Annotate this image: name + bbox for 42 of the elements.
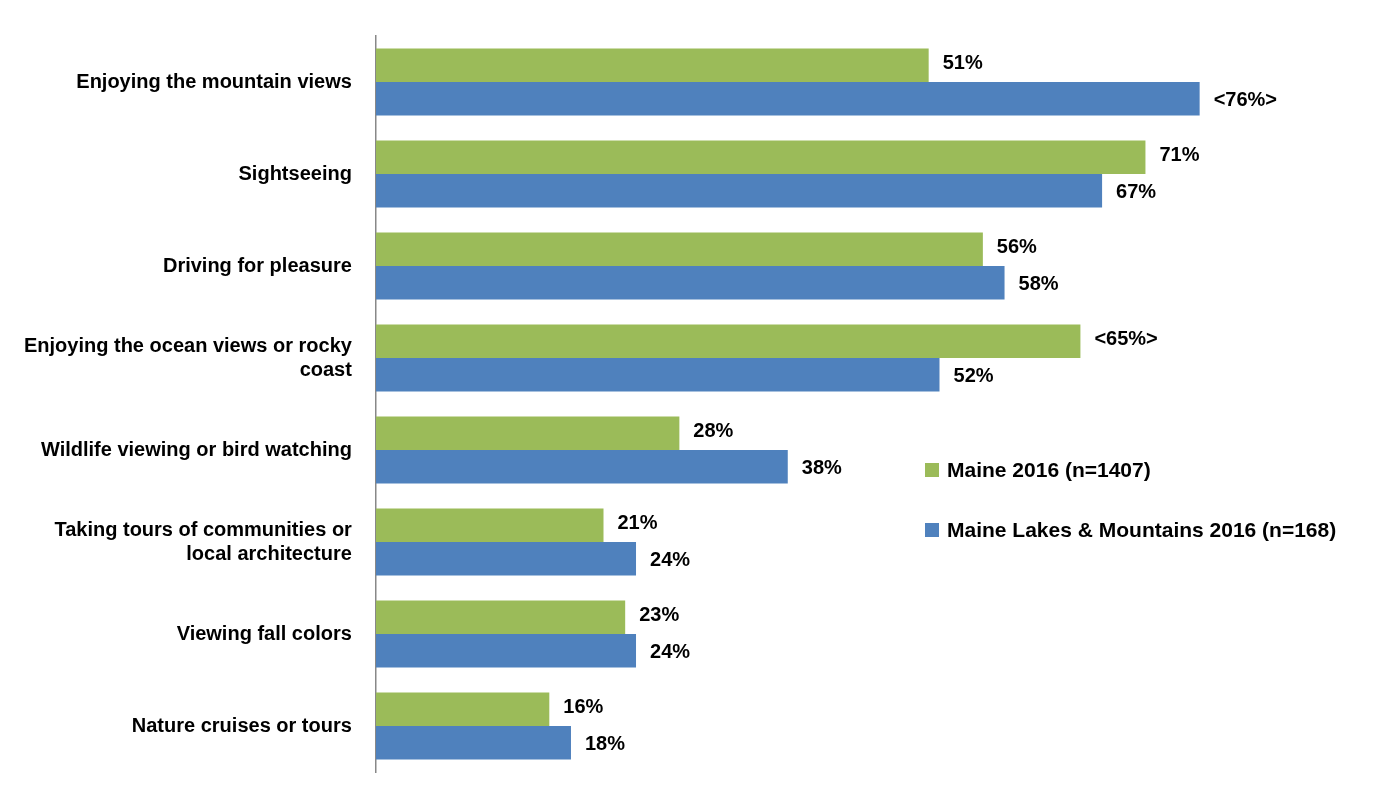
y-tick-label: Wildlife viewing or bird watching (40, 437, 352, 460)
bar (375, 634, 637, 668)
data-label: 23% (639, 602, 680, 625)
bar (375, 140, 1146, 174)
bar (375, 266, 1005, 300)
y-tick-label: Nature cruises or tours (131, 713, 352, 736)
y-tick-label: Enjoying the mountain views (76, 69, 352, 92)
bar (375, 82, 1200, 116)
legend-label: Maine Lakes & Mountains 2016 (n=168) (947, 518, 1337, 542)
bar (375, 600, 626, 634)
data-label: 67% (1116, 180, 1157, 203)
bar (375, 232, 983, 266)
data-label: 38% (801, 456, 843, 479)
y-tick-label: Enjoying the ocean views or rocky coast (23, 333, 353, 380)
bar (375, 450, 788, 484)
data-label: 21% (617, 510, 658, 533)
bar (375, 508, 604, 542)
y-tick-label: Taking tours of communities or local architecture (54, 517, 353, 564)
bar (375, 324, 1081, 358)
data-label: <76%> (1213, 88, 1278, 111)
data-label: 51% (942, 50, 983, 73)
data-label: 71% (1159, 142, 1200, 165)
data-label: 16% (563, 694, 604, 717)
data-label: 58% (1018, 272, 1059, 295)
data-label: 18% (584, 732, 626, 755)
legend-label: Maine 2016 (n=1407) (947, 458, 1151, 482)
bar (375, 358, 940, 392)
bar (375, 416, 680, 450)
data-label: 52% (953, 364, 994, 387)
bar (375, 726, 571, 760)
data-label: 56% (996, 234, 1038, 257)
data-label: 28% (693, 418, 734, 441)
bar (375, 692, 550, 726)
y-tick-label: Driving for pleasure (162, 253, 352, 276)
bar (375, 174, 1103, 208)
y-tick-label: Sightseeing (238, 161, 352, 184)
data-label: <65%> (1094, 326, 1158, 349)
bar (375, 542, 637, 576)
data-label: 24% (650, 640, 691, 663)
bar (375, 48, 929, 82)
y-tick-label: Viewing fall colors (176, 621, 352, 644)
data-label: 24% (650, 548, 691, 571)
